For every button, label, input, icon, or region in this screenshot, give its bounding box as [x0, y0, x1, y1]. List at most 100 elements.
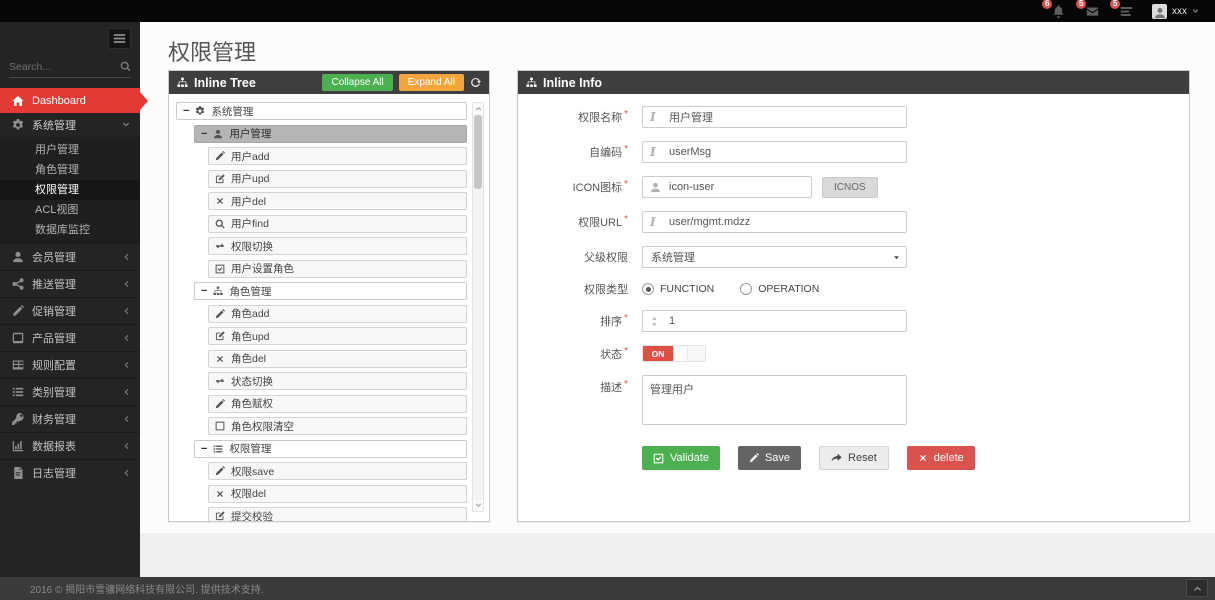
retweet-icon: [215, 241, 225, 251]
tasks-icon: [1120, 5, 1133, 18]
sidebar-item-log-management[interactable]: 日志管理: [0, 459, 140, 486]
sidebar-item-label: 推送管理: [32, 279, 76, 291]
chevron-left-icon: [122, 415, 130, 423]
user-menu[interactable]: xxx: [1152, 3, 1199, 19]
tree-node[interactable]: 用户设置角色: [208, 259, 467, 278]
search-icon[interactable]: [120, 61, 131, 72]
radio-function[interactable]: FUNCTION: [642, 283, 714, 295]
reset-button[interactable]: Reset: [819, 446, 889, 470]
sidebar-item-system-management[interactable]: 系统管理: [0, 113, 140, 137]
collapse-toggle[interactable]: [201, 128, 207, 140]
tree-node[interactable]: 权限save: [208, 462, 467, 480]
tree-icon: [177, 77, 188, 88]
description-textarea[interactable]: 管理用户: [642, 375, 907, 425]
radio-operation[interactable]: OPERATION: [740, 283, 819, 295]
tree-node[interactable]: 角色赋权: [208, 394, 467, 413]
tree-node[interactable]: 权限del: [208, 484, 467, 503]
tree-node[interactable]: 角色add: [208, 304, 467, 323]
sidebar-item-product-management[interactable]: 产品管理: [0, 324, 140, 351]
scroll-down-arrow[interactable]: [473, 500, 483, 511]
tree-scrollbar[interactable]: [472, 102, 484, 512]
parent-permission-select[interactable]: 系统管理: [642, 246, 907, 268]
sidebar-item-rule-config[interactable]: 规则配置: [0, 351, 140, 378]
scroll-up-arrow[interactable]: [473, 103, 483, 114]
sidebar-subitem-user-management[interactable]: 用户管理: [35, 144, 79, 156]
collapse-all-button[interactable]: Collapse All: [322, 74, 393, 91]
hamburger-icon: [113, 32, 126, 45]
sidebar-item-label: 促销管理: [32, 306, 76, 318]
radio-label: FUNCTION: [660, 283, 715, 295]
list-icon: [213, 444, 223, 454]
tree-node[interactable]: 用户upd: [208, 169, 467, 188]
tree-node[interactable]: 角色upd: [208, 327, 467, 345]
status-toggle[interactable]: ON: [642, 345, 706, 362]
sidebar-subitem-db-monitor[interactable]: 数据库监控: [35, 224, 90, 236]
sidebar-subitem-role-management[interactable]: 角色管理: [35, 164, 79, 176]
tree-node[interactable]: 用户add: [208, 147, 467, 165]
permission-code-input[interactable]: [642, 141, 907, 163]
order-input[interactable]: [642, 310, 907, 332]
notifications-menu[interactable]: 6: [1042, 0, 1066, 18]
icnos-button[interactable]: ICNOS: [822, 176, 878, 198]
text-cursor-icon: I: [650, 215, 656, 229]
home-icon: [12, 95, 24, 107]
sidebar-item-data-report[interactable]: 数据报表: [0, 432, 140, 459]
search-input[interactable]: [9, 60, 120, 73]
tree-node[interactable]: 角色del: [208, 349, 467, 368]
chevron-left-icon: [122, 280, 130, 288]
tree-node[interactable]: 权限切换: [208, 237, 467, 255]
expand-all-button[interactable]: Expand All: [398, 74, 464, 91]
tree-node-label: 提交校验: [231, 510, 273, 522]
tree-node[interactable]: 状态切换: [208, 372, 467, 390]
form-row-status: 状态 ON: [518, 345, 1189, 362]
sidebar-item-push-management[interactable]: 推送管理: [0, 270, 140, 297]
footer: 2016 © 揭阳市雪骧网络科技有限公司. 提供技术支持.: [0, 577, 1215, 600]
scrollbar-thumb[interactable]: [474, 115, 482, 189]
form-row-type: 权限类型 FUNCTION OPERATION: [518, 281, 1189, 297]
tasks-menu[interactable]: 5: [1110, 0, 1134, 18]
pencil-icon: [12, 305, 24, 317]
button-label: Save: [764, 452, 791, 464]
inline-tree-panel: Inline Tree Collapse All Expand All 系统管理…: [168, 70, 490, 522]
tree-node-label: 角色del: [231, 353, 267, 365]
chart-icon: [12, 440, 24, 452]
chevron-down-icon: [1192, 8, 1199, 15]
collapse-toggle[interactable]: [183, 105, 189, 117]
sidebar-item-promotion-management[interactable]: 促销管理: [0, 297, 140, 324]
permission-url-input[interactable]: [642, 211, 907, 233]
permission-icon-input[interactable]: [642, 176, 812, 198]
tree-node[interactable]: 权限管理: [194, 439, 467, 458]
tree-node[interactable]: 角色权限清空: [208, 417, 467, 435]
tree-node-label: 用户find: [231, 218, 269, 230]
permission-name-input[interactable]: [642, 106, 907, 128]
save-button[interactable]: Save: [737, 446, 802, 470]
content-bottom-strip: [140, 533, 1215, 577]
sidebar-subitem-acl-view[interactable]: ACL视图: [35, 204, 79, 216]
sidebar-menu: Dashboard 系统管理 用户管理 角色管理 权限管理 ACL视图 数据库监…: [0, 88, 148, 486]
sidebar-item-dashboard[interactable]: Dashboard: [0, 88, 148, 113]
collapse-toggle[interactable]: [201, 285, 207, 297]
sidebar-subitem-permission-management[interactable]: 权限管理: [0, 180, 140, 200]
sidebar-item-category-management[interactable]: 类别管理: [0, 378, 140, 405]
tree-node[interactable]: 提交校验: [208, 507, 467, 521]
form-row-order: 排序: [518, 310, 1189, 332]
messages-menu[interactable]: 5: [1076, 0, 1100, 18]
back-to-top-button[interactable]: [1186, 579, 1208, 597]
button-label: delete: [933, 452, 964, 464]
tree-node-selected[interactable]: 用户管理: [194, 124, 467, 143]
tree-node[interactable]: 用户find: [208, 214, 467, 233]
sidebar-item-member-management[interactable]: 会员管理: [0, 243, 140, 270]
tree-body: 系统管理 用户管理 用户add 用户upd 用户del 用户find: [169, 94, 489, 521]
radio-selected-icon: [642, 283, 654, 295]
field-label: 自编码: [518, 144, 628, 160]
refresh-button[interactable]: [470, 77, 481, 88]
tree-node[interactable]: 系统管理: [176, 102, 467, 120]
collapse-toggle[interactable]: [201, 443, 207, 455]
sidebar-item-finance-management[interactable]: 财务管理: [0, 405, 140, 432]
toggle-handle[interactable]: [673, 346, 688, 361]
validate-button[interactable]: Validate: [642, 446, 720, 470]
tree-node[interactable]: 用户del: [208, 192, 467, 210]
sidebar-toggle-button[interactable]: [108, 28, 131, 49]
delete-button[interactable]: delete: [906, 446, 975, 470]
tree-node[interactable]: 角色管理: [194, 282, 467, 300]
